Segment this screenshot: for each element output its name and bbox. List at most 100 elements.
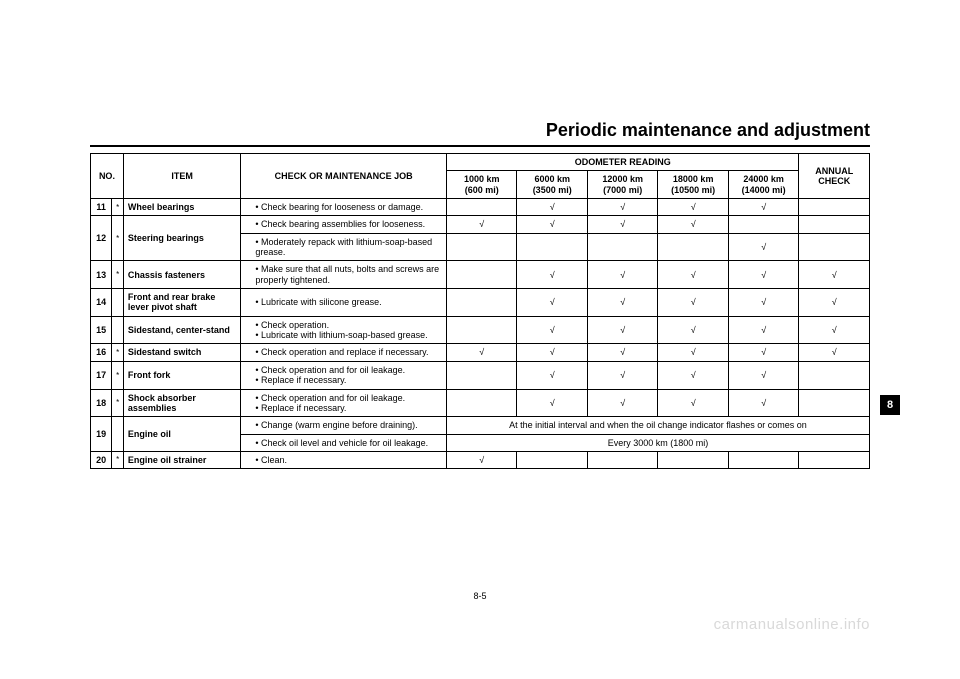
- cell-asterisk: *: [112, 361, 124, 389]
- cell-km: √: [587, 289, 657, 317]
- cell-km: √: [658, 199, 728, 216]
- cell-annual: [799, 389, 870, 417]
- cell-no: 13: [91, 261, 112, 289]
- cell-job: Change (warm engine before draining).: [241, 417, 447, 434]
- cell-span: At the initial interval and when the oil…: [446, 417, 869, 434]
- cell-km: [446, 361, 516, 389]
- cell-km: √: [446, 216, 516, 233]
- cell-annual: [799, 216, 870, 233]
- th-annual: ANNUAL CHECK: [799, 154, 870, 199]
- cell-annual: √: [799, 289, 870, 317]
- cell-km: [728, 216, 799, 233]
- cell-km: √: [658, 216, 728, 233]
- side-tab: 8: [880, 395, 900, 415]
- cell-km: √: [587, 261, 657, 289]
- cell-km: √: [517, 316, 587, 344]
- cell-asterisk: *: [112, 344, 124, 361]
- cell-job: Make sure that all nuts, bolts and screw…: [241, 261, 447, 289]
- table-row: 20*Engine oil strainerClean.√: [91, 451, 870, 468]
- cell-job: Check bearing for looseness or damage.: [241, 199, 447, 216]
- cell-job: Moderately repack with lithium-soap-base…: [241, 233, 447, 261]
- table-head: NO. ITEM CHECK OR MAINTENANCE JOB ODOMET…: [91, 154, 870, 199]
- cell-km: √: [587, 344, 657, 361]
- page-number: 8-5: [0, 591, 960, 601]
- cell-km: [446, 199, 516, 216]
- cell-job: Check operation and for oil leakage.Repl…: [241, 389, 447, 417]
- table-row: 11*Wheel bearingsCheck bearing for loose…: [91, 199, 870, 216]
- cell-km: √: [517, 389, 587, 417]
- table-row: 12*Steering bearingsCheck bearing assemb…: [91, 216, 870, 233]
- cell-km: √: [658, 361, 728, 389]
- cell-km: √: [658, 316, 728, 344]
- page: Periodic maintenance and adjustment NO. …: [0, 0, 960, 679]
- table-row: 17*Front forkCheck operation and for oil…: [91, 361, 870, 389]
- table-body: 11*Wheel bearingsCheck bearing for loose…: [91, 199, 870, 469]
- cell-no: 11: [91, 199, 112, 216]
- cell-item: Steering bearings: [123, 216, 240, 261]
- cell-no: 18: [91, 389, 112, 417]
- table-row: 14 Front and rear brake lever pivot shaft…: [91, 289, 870, 317]
- cell-job: Clean.: [241, 451, 447, 468]
- cell-annual: √: [799, 316, 870, 344]
- cell-annual: [799, 361, 870, 389]
- th-km-0: 1000 km(600 mi): [446, 171, 516, 199]
- cell-job: Check operation and replace if necessary…: [241, 344, 447, 361]
- cell-km: √: [728, 344, 799, 361]
- cell-km: √: [587, 216, 657, 233]
- cell-job: Check bearing assemblies for looseness.: [241, 216, 447, 233]
- cell-annual: [799, 233, 870, 261]
- cell-no: 17: [91, 361, 112, 389]
- th-job: CHECK OR MAINTENANCE JOB: [241, 154, 447, 199]
- cell-asterisk: *: [112, 199, 124, 216]
- cell-item: Engine oil strainer: [123, 451, 240, 468]
- cell-no: 16: [91, 344, 112, 361]
- cell-no: 19: [91, 417, 112, 452]
- cell-km: √: [517, 199, 587, 216]
- th-item: ITEM: [123, 154, 240, 199]
- cell-km: √: [658, 261, 728, 289]
- cell-km: √: [658, 389, 728, 417]
- cell-km: √: [517, 361, 587, 389]
- th-km-1: 6000 km(3500 mi): [517, 171, 587, 199]
- cell-km: √: [728, 389, 799, 417]
- cell-km: √: [658, 344, 728, 361]
- cell-km: √: [728, 289, 799, 317]
- watermark: carmanualsonline.info: [714, 616, 870, 633]
- cell-km: √: [658, 289, 728, 317]
- cell-km: √: [517, 216, 587, 233]
- cell-asterisk: [112, 316, 124, 344]
- cell-km: √: [517, 344, 587, 361]
- cell-km: [658, 451, 728, 468]
- cell-annual: √: [799, 344, 870, 361]
- cell-asterisk: *: [112, 216, 124, 261]
- cell-km: [446, 316, 516, 344]
- th-km-4: 24000 km(14000 mi): [728, 171, 799, 199]
- cell-job: Check operation.Lubricate with lithium-s…: [241, 316, 447, 344]
- maintenance-table: NO. ITEM CHECK OR MAINTENANCE JOB ODOMET…: [90, 153, 870, 469]
- cell-km: [517, 451, 587, 468]
- cell-km: √: [517, 289, 587, 317]
- cell-km: [446, 233, 516, 261]
- cell-no: 12: [91, 216, 112, 261]
- cell-job: Lubricate with silicone grease.: [241, 289, 447, 317]
- cell-km: √: [587, 316, 657, 344]
- cell-no: 14: [91, 289, 112, 317]
- cell-km: √: [728, 261, 799, 289]
- cell-km: [587, 451, 657, 468]
- th-odo: ODOMETER READING: [446, 154, 798, 171]
- cell-km: √: [587, 389, 657, 417]
- cell-km: √: [446, 344, 516, 361]
- cell-item: Front and rear brake lever pivot shaft: [123, 289, 240, 317]
- cell-annual: √: [799, 261, 870, 289]
- cell-asterisk: *: [112, 261, 124, 289]
- table-row: 15Sidestand, center-standCheck operation…: [91, 316, 870, 344]
- cell-item: Sidestand switch: [123, 344, 240, 361]
- cell-span: Every 3000 km (1800 mi): [446, 434, 869, 451]
- th-no: NO.: [91, 154, 124, 199]
- cell-km: [446, 289, 516, 317]
- cell-item: Wheel bearings: [123, 199, 240, 216]
- cell-job: Check operation and for oil leakage.Repl…: [241, 361, 447, 389]
- cell-km: √: [728, 233, 799, 261]
- cell-item: Engine oil: [123, 417, 240, 452]
- cell-item: Chassis fasteners: [123, 261, 240, 289]
